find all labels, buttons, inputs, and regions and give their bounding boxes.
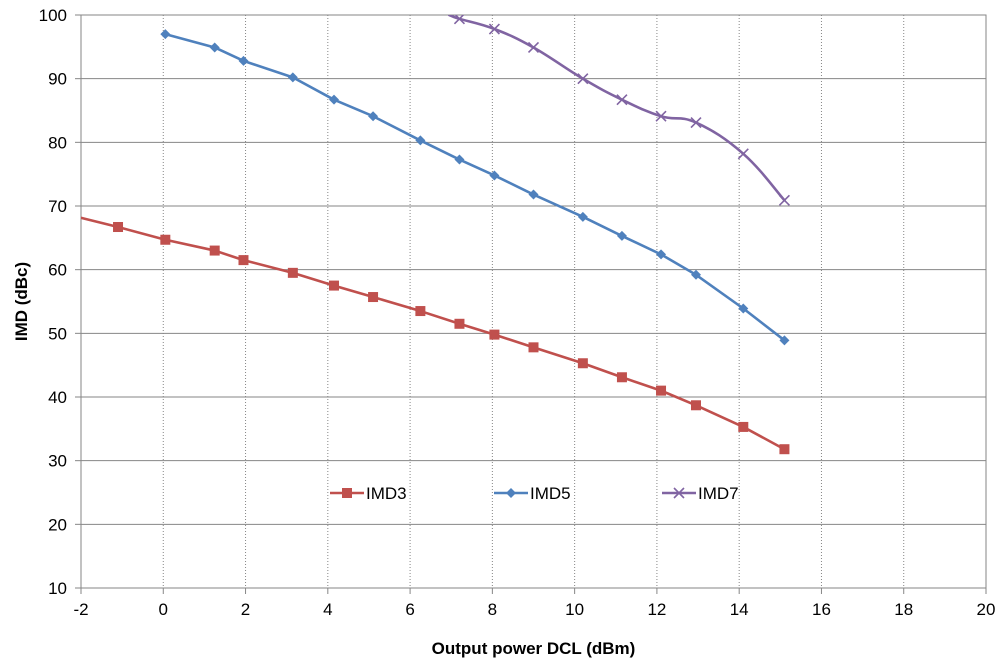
- imd5-marker: [528, 189, 539, 200]
- legend-item-imd7: IMD7: [662, 484, 739, 503]
- imd3-marker: [209, 245, 220, 256]
- series: [81, 15, 790, 455]
- y-tick-label: 90: [48, 70, 67, 89]
- imd5-marker: [328, 94, 339, 105]
- y-tick-label: 70: [48, 197, 67, 216]
- imd3-marker: [779, 444, 790, 455]
- y-tick-label: 20: [48, 515, 67, 534]
- x-tick-label: 16: [812, 600, 831, 619]
- imd7-marker: [453, 15, 466, 25]
- imd3-marker: [415, 306, 426, 317]
- legend-label-imd7: IMD7: [698, 484, 739, 503]
- legend: IMD3 IMD5 IMD7: [330, 484, 739, 503]
- imd3-marker: [368, 292, 379, 303]
- imd7-line: [447, 15, 786, 202]
- imd5-marker: [738, 303, 749, 314]
- x-tick-label: 2: [241, 600, 250, 619]
- imd7-marker: [488, 23, 500, 35]
- tick-labels: 10 20 30 40 50 60 70 80 90 100 -2 0 2 4 6 8 10 12 14 16 18 20: [39, 6, 996, 619]
- imd5-marker: [690, 269, 701, 280]
- y-tick-label: 40: [48, 388, 67, 407]
- imd3-marker: [287, 267, 298, 278]
- y-tick-label: 50: [48, 324, 67, 343]
- imd3-marker: [656, 385, 667, 396]
- x-tick-label: -2: [73, 600, 88, 619]
- legend-marker-imd7: [673, 487, 685, 499]
- imd3-marker: [238, 255, 249, 266]
- imd3-marker: [454, 318, 465, 329]
- imd3-marker: [113, 222, 124, 233]
- imd5-line: [164, 32, 786, 342]
- imd7-marker: [577, 73, 589, 85]
- x-tick-label: 18: [894, 600, 913, 619]
- imd7-marker: [527, 41, 540, 54]
- y-tick-label: 100: [39, 6, 67, 25]
- imd3-marker: [160, 234, 171, 245]
- series-imd7: [447, 15, 790, 206]
- imd5-marker: [238, 55, 249, 66]
- legend-label-imd5: IMD5: [530, 484, 571, 503]
- x-tick-label: 12: [647, 600, 666, 619]
- imd3-marker: [616, 372, 627, 383]
- imd5-marker: [454, 154, 465, 165]
- imd3-line: [81, 216, 786, 451]
- y-tick-label: 60: [48, 261, 67, 280]
- series-imd3: [81, 216, 790, 455]
- x-tick-label: 14: [730, 600, 749, 619]
- x-tick-label: 0: [159, 600, 168, 619]
- y-tick-label: 30: [48, 452, 67, 471]
- x-tick-label: 8: [488, 600, 497, 619]
- imd5-marker: [415, 135, 426, 146]
- legend-item-imd3: IMD3: [330, 484, 407, 503]
- imd5-marker: [489, 170, 500, 181]
- imd3-marker: [328, 280, 339, 291]
- imd5-marker: [160, 29, 171, 40]
- x-axis-title: Output power DCL (dBm): [432, 639, 636, 658]
- legend-marker-imd5: [506, 488, 516, 498]
- imd5-marker: [779, 335, 790, 346]
- imd5-marker: [577, 211, 588, 222]
- x-tick-label: 4: [323, 600, 332, 619]
- legend-item-imd5: IMD5: [494, 484, 571, 503]
- y-tick-label: 80: [48, 133, 67, 152]
- imd7-marker: [616, 94, 628, 106]
- imd5-marker: [616, 230, 627, 241]
- imd3-marker: [489, 329, 500, 340]
- plot-area-frame: [80, 14, 987, 589]
- imd3-marker: [528, 342, 539, 353]
- imd5-marker: [656, 249, 667, 260]
- legend-label-imd3: IMD3: [366, 484, 407, 503]
- imd5-marker: [287, 72, 298, 83]
- legend-marker-imd3: [342, 488, 352, 498]
- imd5-marker: [209, 42, 220, 53]
- imd7-marker: [737, 148, 749, 160]
- x-tick-label: 20: [977, 600, 996, 619]
- imd5-marker: [368, 111, 379, 122]
- grid: [81, 15, 986, 588]
- imd3-marker: [577, 358, 588, 369]
- x-tick-label: 6: [405, 600, 414, 619]
- imd3-marker: [738, 421, 749, 432]
- imd3-marker: [690, 400, 701, 411]
- series-imd5: [160, 29, 790, 346]
- imd7-marker: [690, 117, 702, 129]
- x-tick-label: 10: [565, 600, 584, 619]
- imd7-marker: [778, 194, 790, 206]
- imd7-marker: [655, 110, 667, 122]
- y-axis-title: IMD (dBc): [12, 262, 31, 341]
- y-tick-label: 10: [48, 579, 67, 598]
